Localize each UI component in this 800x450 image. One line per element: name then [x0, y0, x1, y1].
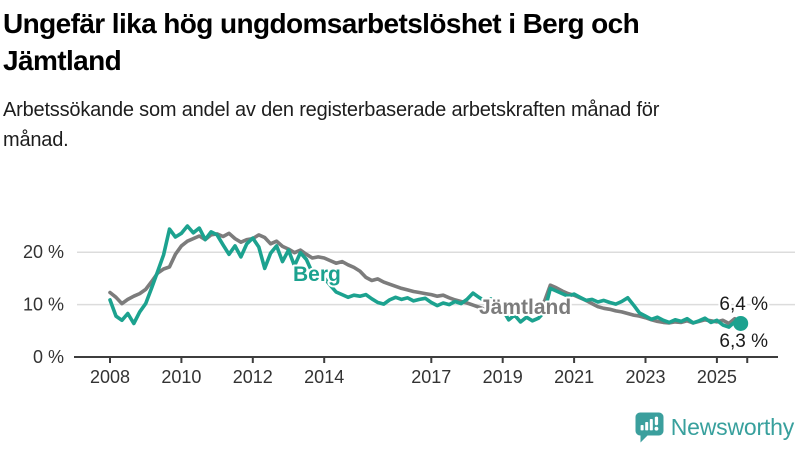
jamtland-end-value-label: 6,3 %	[719, 331, 768, 352]
berg-end-dot	[733, 315, 749, 331]
line-chart: 0 % 10 % 20 % 2008 2010 2012 2014 2017 2019 2021 2…	[0, 200, 800, 410]
newsworthy-logo: Newsworthy	[635, 412, 794, 443]
y-axis-tick-label: 0 %	[33, 347, 64, 367]
x-axis-tick-label: 2014	[304, 367, 344, 387]
jamtland-line	[108, 231, 743, 326]
x-axis-tick-label: 2021	[554, 367, 594, 387]
newsworthy-bubble-chart-icon	[635, 412, 664, 443]
chart-header: Ungefär lika hög ungdomsarbetslöshet i B…	[3, 0, 797, 155]
x-axis-tick-label: 2023	[625, 367, 665, 387]
berg-end-value-label: 6,4 %	[719, 294, 768, 315]
newsworthy-wordmark: Newsworthy	[670, 414, 794, 440]
x-axis-tick-label: 2019	[483, 367, 523, 387]
berg-series-label: Berg	[293, 263, 341, 286]
line-chart-svg: 0 % 10 % 20 % 2008 2010 2012 2014 2017 2019 2021 2…	[23, 224, 795, 387]
chart-title: Ungefär lika hög ungdomsarbetslöshet i B…	[3, 8, 640, 76]
berg-line	[108, 224, 743, 329]
y-axis-tick-label: 10 %	[23, 295, 64, 315]
x-axis-tick-label: 2017	[411, 367, 451, 387]
x-axis-tick-label: 2008	[90, 367, 130, 387]
x-axis-tick-label: 2010	[161, 367, 201, 387]
x-axis-tick-label: 2025	[697, 367, 737, 387]
jamtland-series-label: Jämtland	[479, 296, 571, 319]
y-axis-tick-label: 20 %	[23, 242, 64, 262]
x-axis-tick-label: 2012	[233, 367, 273, 387]
chart-subtitle: Arbetssökande som andel av den registerb…	[3, 99, 660, 151]
